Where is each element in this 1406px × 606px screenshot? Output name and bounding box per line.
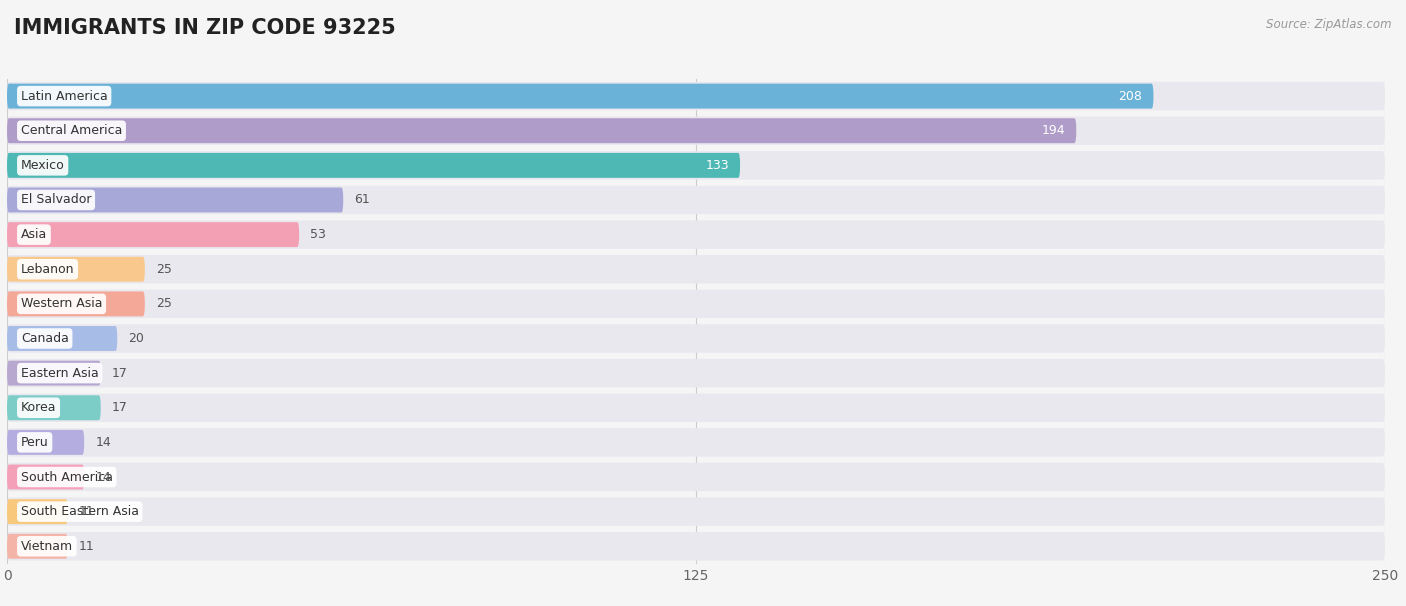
- FancyBboxPatch shape: [7, 151, 1385, 179]
- FancyBboxPatch shape: [7, 326, 117, 351]
- FancyBboxPatch shape: [7, 324, 1385, 353]
- FancyBboxPatch shape: [7, 82, 1385, 110]
- FancyBboxPatch shape: [7, 534, 67, 559]
- FancyBboxPatch shape: [7, 222, 299, 247]
- Text: 11: 11: [79, 540, 94, 553]
- Text: 194: 194: [1042, 124, 1066, 137]
- Text: 11: 11: [79, 505, 94, 518]
- Text: Source: ZipAtlas.com: Source: ZipAtlas.com: [1267, 18, 1392, 31]
- Text: IMMIGRANTS IN ZIP CODE 93225: IMMIGRANTS IN ZIP CODE 93225: [14, 18, 396, 38]
- FancyBboxPatch shape: [7, 187, 343, 213]
- Text: Peru: Peru: [21, 436, 49, 449]
- FancyBboxPatch shape: [7, 255, 1385, 284]
- FancyBboxPatch shape: [7, 393, 1385, 422]
- Text: 14: 14: [96, 436, 111, 449]
- Text: Vietnam: Vietnam: [21, 540, 73, 553]
- Text: 208: 208: [1119, 90, 1143, 102]
- Text: South America: South America: [21, 470, 112, 484]
- Text: 20: 20: [128, 332, 145, 345]
- FancyBboxPatch shape: [7, 532, 1385, 561]
- FancyBboxPatch shape: [7, 84, 1153, 108]
- FancyBboxPatch shape: [7, 395, 101, 420]
- Text: Canada: Canada: [21, 332, 69, 345]
- Text: 25: 25: [156, 263, 172, 276]
- FancyBboxPatch shape: [7, 116, 1385, 145]
- Text: Latin America: Latin America: [21, 90, 107, 102]
- FancyBboxPatch shape: [7, 430, 84, 455]
- FancyBboxPatch shape: [7, 359, 1385, 387]
- Text: Central America: Central America: [21, 124, 122, 137]
- FancyBboxPatch shape: [7, 498, 1385, 526]
- Text: 17: 17: [111, 367, 128, 379]
- Text: South Eastern Asia: South Eastern Asia: [21, 505, 139, 518]
- Text: 53: 53: [311, 228, 326, 241]
- Text: 14: 14: [96, 470, 111, 484]
- Text: 133: 133: [706, 159, 730, 172]
- Text: Mexico: Mexico: [21, 159, 65, 172]
- FancyBboxPatch shape: [7, 361, 101, 385]
- FancyBboxPatch shape: [7, 118, 1076, 143]
- Text: Western Asia: Western Asia: [21, 298, 103, 310]
- Text: Lebanon: Lebanon: [21, 263, 75, 276]
- Text: 17: 17: [111, 401, 128, 415]
- Text: El Salvador: El Salvador: [21, 193, 91, 207]
- FancyBboxPatch shape: [7, 257, 145, 282]
- Text: Asia: Asia: [21, 228, 46, 241]
- Text: Korea: Korea: [21, 401, 56, 415]
- FancyBboxPatch shape: [7, 465, 84, 490]
- FancyBboxPatch shape: [7, 290, 1385, 318]
- FancyBboxPatch shape: [7, 499, 67, 524]
- FancyBboxPatch shape: [7, 463, 1385, 491]
- FancyBboxPatch shape: [7, 291, 145, 316]
- FancyBboxPatch shape: [7, 153, 740, 178]
- Text: Eastern Asia: Eastern Asia: [21, 367, 98, 379]
- Text: 25: 25: [156, 298, 172, 310]
- FancyBboxPatch shape: [7, 428, 1385, 456]
- FancyBboxPatch shape: [7, 221, 1385, 249]
- FancyBboxPatch shape: [7, 186, 1385, 214]
- Text: 61: 61: [354, 193, 370, 207]
